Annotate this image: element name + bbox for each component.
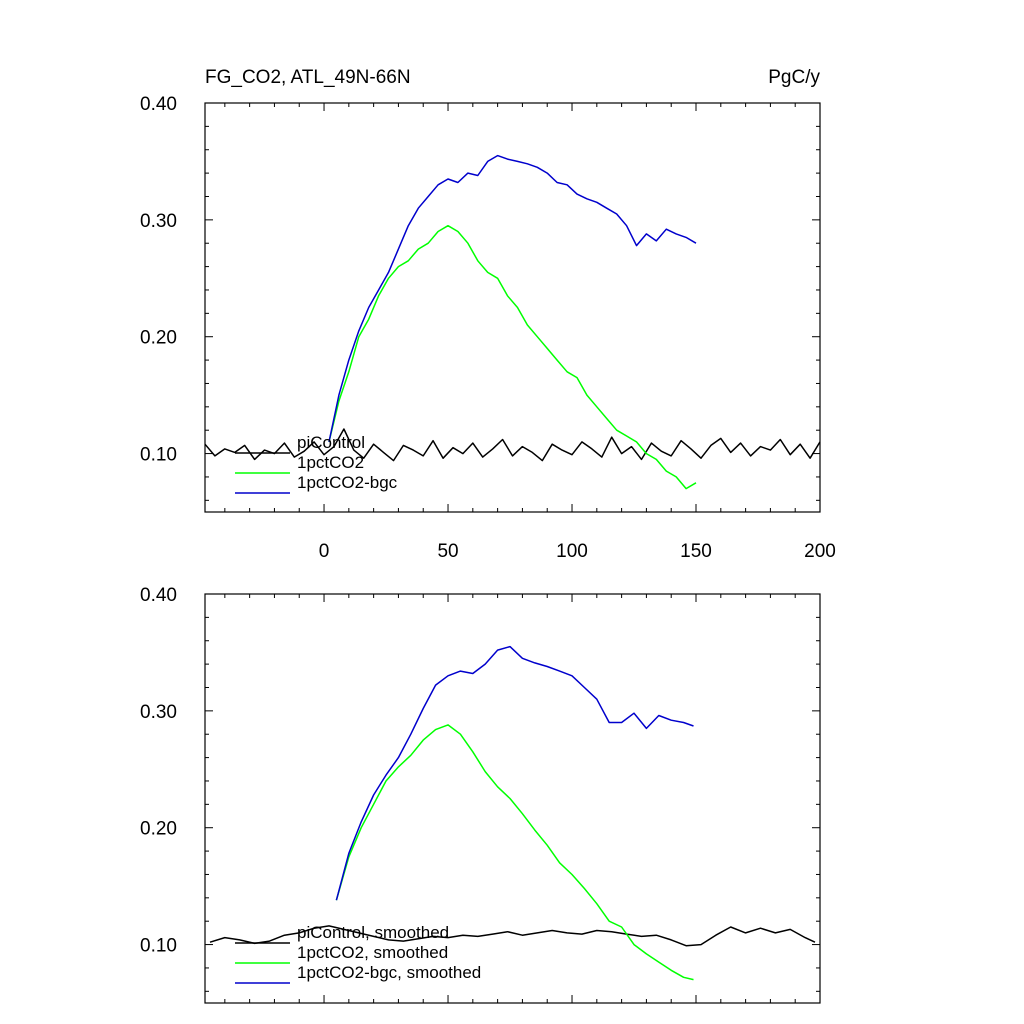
legend-label: 1pctCO2-bgc, smoothed (297, 963, 481, 982)
x-tick-label: 100 (556, 541, 588, 562)
series-line-2 (335, 645, 694, 901)
x-tick-label: 150 (680, 541, 712, 562)
chart-title-left: FG_CO2, ATL_49N-66N (205, 67, 411, 88)
legend-label: piControl (297, 433, 365, 452)
y-tick-label: 0.30 (140, 211, 177, 232)
legend-label: 1pctCO2 (297, 453, 364, 472)
legend-label: 1pctCO2, smoothed (297, 943, 448, 962)
y-tick-label: 0.20 (140, 328, 177, 349)
y-tick-label: 0.20 (140, 819, 177, 840)
series-line-1 (328, 224, 697, 490)
plot-frame (204, 102, 821, 513)
plot-frame (204, 593, 821, 1004)
x-tick-label: 50 (437, 541, 458, 562)
series-line-1 (335, 724, 694, 981)
x-tick-label: 200 (804, 541, 836, 562)
y-tick-label: 0.40 (140, 94, 177, 115)
x-tick-label: 0 (319, 541, 330, 562)
series-line-0 (204, 428, 821, 462)
legend-label: 1pctCO2-bgc (297, 473, 398, 492)
y-tick-label: 0.10 (140, 445, 177, 466)
y-tick-label: 0.30 (140, 702, 177, 723)
y-tick-label: 0.10 (140, 936, 177, 957)
series-line-0 (209, 925, 816, 947)
y-tick-label: 0.40 (140, 585, 177, 606)
top-panel: 0.100.200.300.400 50 100 150 200piControl1pc… (140, 94, 836, 562)
series-line-2 (328, 154, 697, 443)
legend-label: piControl, smoothed (297, 923, 449, 942)
chart-title-right: PgC/y (768, 67, 820, 88)
